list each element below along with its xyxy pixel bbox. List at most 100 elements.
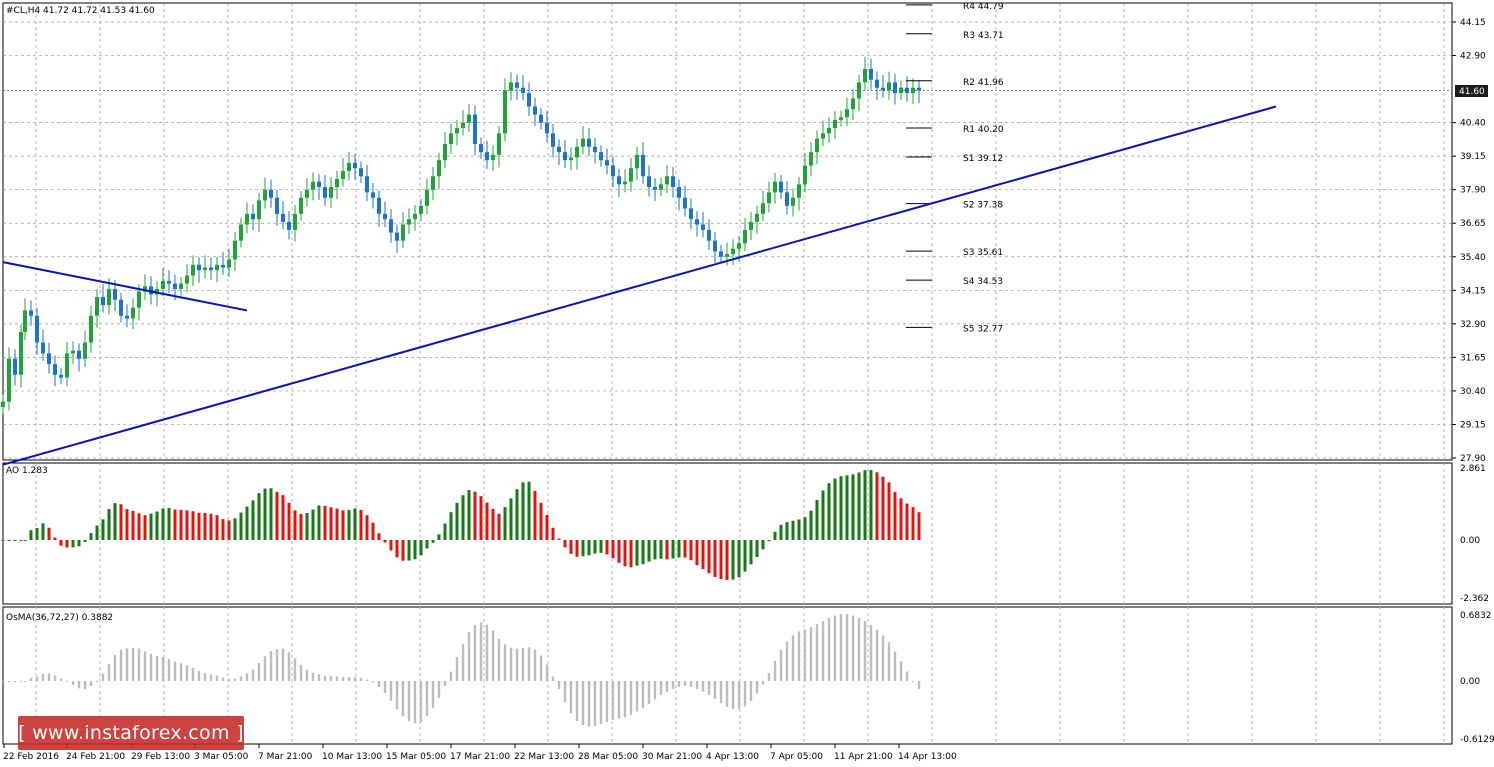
- ao-bar: [743, 540, 747, 572]
- pivot-label: R1 40.20: [963, 125, 1004, 135]
- osma-bar: [35, 676, 39, 681]
- ao-bar: [665, 540, 669, 560]
- candle-body: [791, 197, 795, 206]
- ao-bar: [1, 540, 5, 541]
- candle-body: [257, 200, 261, 220]
- ao-bar: [13, 540, 17, 541]
- osma-bar: [743, 681, 747, 707]
- ao-bar: [725, 540, 729, 581]
- candle-body: [671, 176, 675, 188]
- ao-bar: [365, 515, 369, 540]
- ao-bar: [275, 491, 279, 540]
- osma-bar: [551, 676, 555, 681]
- candle-body: [167, 280, 171, 284]
- osma-bar: [665, 681, 669, 692]
- ao-bar: [671, 540, 675, 559]
- ao-bar: [719, 540, 723, 580]
- candle-body: [911, 87, 915, 94]
- x-tick-label: 14 Apr 13:00: [898, 752, 957, 762]
- candle-body: [149, 286, 153, 295]
- ao-header: AO 1.283: [6, 466, 48, 476]
- osma-bar: [593, 681, 597, 726]
- candle-body: [785, 192, 789, 206]
- ao-bar: [329, 507, 333, 540]
- osma-bar: [119, 649, 123, 681]
- osma-bar: [725, 681, 729, 707]
- osma-bar: [881, 635, 885, 681]
- y-tick-label: 29.15: [1460, 420, 1486, 430]
- osma-bar: [599, 681, 603, 725]
- ao-bar: [869, 470, 873, 540]
- ao-bar: [815, 500, 819, 540]
- ao-bar: [19, 540, 23, 541]
- x-tick-label: 10 Mar 13:00: [322, 752, 382, 762]
- ao-bar: [797, 519, 801, 540]
- y-tick-label: 32.90: [1460, 320, 1486, 330]
- osma-bar: [47, 673, 51, 681]
- ao-bar: [689, 540, 693, 561]
- candle-body: [353, 162, 357, 169]
- x-tick-label: 15 Mar 05:00: [386, 752, 446, 762]
- ao-bar: [149, 513, 153, 540]
- candle-body: [245, 213, 249, 225]
- osma-bar: [653, 681, 657, 700]
- ao-bar: [635, 540, 639, 566]
- candle-body: [803, 165, 807, 185]
- ao-bar: [239, 512, 243, 540]
- ao-bar: [791, 520, 795, 540]
- candle-body: [389, 219, 393, 233]
- candle-body: [275, 197, 279, 214]
- candle-body: [137, 291, 141, 308]
- ao-bar: [587, 540, 591, 556]
- ao-y-label: 2.861: [1460, 464, 1486, 474]
- ao-bar: [425, 540, 429, 549]
- candle-body: [533, 106, 537, 115]
- ao-bar: [191, 511, 195, 540]
- ao-bar: [203, 513, 207, 540]
- watermark[interactable]: [ www.instaforex.com ]: [18, 722, 244, 744]
- ao-bar: [35, 528, 39, 540]
- pivot-label: S3 35.61: [963, 248, 1003, 258]
- osma-bar: [479, 622, 483, 681]
- osma-bar: [485, 624, 489, 681]
- ao-bar: [857, 472, 861, 540]
- watermark-background: [18, 716, 244, 750]
- osma-y-label: 0.6832: [1460, 611, 1492, 621]
- candle-body: [377, 197, 381, 214]
- candle-body: [881, 87, 885, 91]
- candle-body: [479, 144, 483, 153]
- candle-body: [821, 133, 825, 139]
- candle-body: [161, 280, 165, 289]
- candle-body: [19, 331, 23, 375]
- osma-bar: [221, 677, 225, 681]
- ao-bar: [467, 489, 471, 540]
- osma-bar: [245, 673, 249, 681]
- osma-bar: [197, 670, 201, 681]
- ao-bar: [881, 476, 885, 540]
- ao-bar: [479, 496, 483, 540]
- osma-bar: [407, 681, 411, 722]
- candle-body: [539, 114, 543, 123]
- x-tick-label: 22 Mar 13:00: [514, 752, 574, 762]
- ao-bar: [833, 478, 837, 540]
- y-tick-label: 36.65: [1460, 219, 1486, 229]
- candle-body: [887, 82, 891, 91]
- candle-body: [899, 87, 903, 94]
- ao-bar: [551, 527, 555, 540]
- ao-bar: [449, 512, 453, 540]
- osma-bar: [887, 642, 891, 681]
- osma-bar: [167, 658, 171, 681]
- osma-bar: [917, 681, 921, 690]
- osma-bar: [893, 651, 897, 681]
- osma-bar: [71, 681, 75, 685]
- osma-bar: [497, 638, 501, 681]
- osma-bar: [239, 676, 243, 681]
- ao-bar: [65, 540, 69, 548]
- osma-bar: [13, 681, 17, 682]
- candle-body: [269, 189, 273, 198]
- candle-body: [197, 264, 201, 271]
- ao-bar: [737, 540, 741, 578]
- osma-bar: [755, 681, 759, 694]
- osma-bar: [377, 681, 381, 688]
- ao-bar: [7, 540, 11, 541]
